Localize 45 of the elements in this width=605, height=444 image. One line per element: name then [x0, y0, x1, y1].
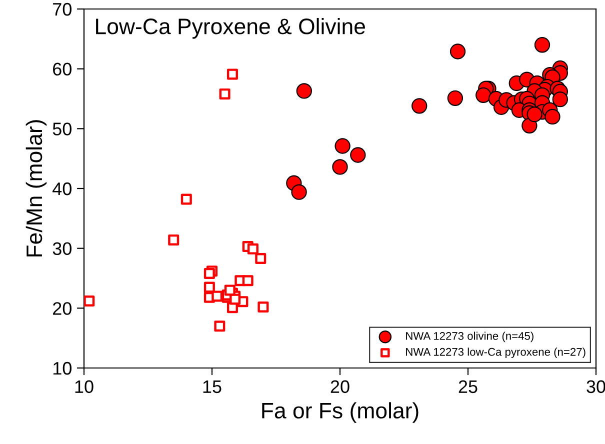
point [350, 147, 366, 163]
point [258, 301, 269, 312]
x-tick-label: 25 [458, 380, 478, 394]
point [224, 284, 236, 296]
y-tick-label: 60 [53, 62, 72, 76]
x-tick-label: 30 [586, 380, 605, 394]
point [168, 234, 180, 246]
point [334, 138, 350, 154]
point [526, 106, 542, 122]
point [247, 243, 258, 254]
y-tick-label: 50 [52, 122, 72, 136]
point [226, 68, 238, 80]
x-tick-label: 20 [330, 380, 350, 394]
point [219, 88, 230, 100]
point [450, 44, 466, 60]
point [291, 184, 307, 200]
point [84, 295, 95, 306]
point [242, 275, 254, 286]
point [255, 253, 266, 264]
point [412, 98, 428, 114]
point [296, 83, 312, 99]
y-axis-title: Fe/Mn (molar) [26, 120, 47, 256]
point [230, 294, 241, 305]
point [544, 108, 560, 125]
legend-label: NWA 12273 olivine (n=45) [406, 332, 534, 342]
point [212, 290, 223, 302]
point [204, 282, 215, 293]
point [534, 37, 550, 53]
chart-title: Low-Ca Pyroxene & Olivine [96, 18, 365, 39]
point [552, 92, 568, 108]
x-tick-label: 15 [203, 380, 222, 394]
y-tick-label: 20 [53, 302, 72, 315]
y-tick-label: 70 [53, 2, 72, 16]
x-tick-label: 10 [75, 380, 94, 394]
point [214, 320, 226, 332]
y-tick-label: 30 [52, 242, 72, 256]
y-tick-label: 10 [53, 362, 72, 375]
point [332, 159, 348, 175]
x-axis-title: Fa or Fs (molar) [262, 402, 418, 423]
point [180, 194, 192, 205]
point [476, 87, 492, 103]
legend-label: NWA 12273 low-Ca pyroxene (n=27) [406, 348, 586, 358]
y-tick-label: 40 [52, 182, 72, 196]
point [204, 268, 215, 279]
point [447, 90, 464, 106]
